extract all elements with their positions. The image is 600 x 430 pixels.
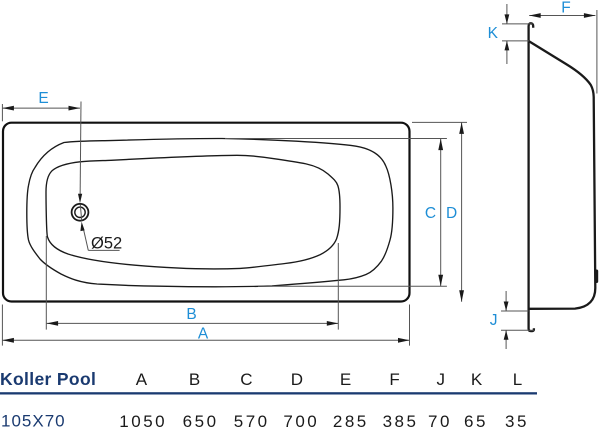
svg-text:L: L xyxy=(513,370,522,389)
svg-text:F: F xyxy=(561,0,570,17)
svg-text:385: 385 xyxy=(383,412,419,430)
svg-text:J: J xyxy=(490,312,498,329)
svg-text:E: E xyxy=(340,370,351,389)
svg-text:70: 70 xyxy=(428,412,452,430)
svg-text:A: A xyxy=(198,326,209,343)
svg-text:C: C xyxy=(425,205,436,222)
svg-text:650: 650 xyxy=(183,412,219,430)
svg-text:K: K xyxy=(471,370,483,389)
svg-text:285: 285 xyxy=(333,412,369,430)
svg-text:F: F xyxy=(389,370,399,389)
svg-text:700: 700 xyxy=(283,412,319,430)
svg-text:1050: 1050 xyxy=(119,412,167,430)
svg-text:K: K xyxy=(488,25,499,42)
svg-text:65: 65 xyxy=(464,412,488,430)
svg-text:570: 570 xyxy=(234,412,270,430)
svg-text:C: C xyxy=(240,370,252,389)
svg-text:A: A xyxy=(136,370,148,389)
svg-text:E: E xyxy=(38,90,48,107)
svg-text:105X70: 105X70 xyxy=(1,412,66,430)
svg-text:B: B xyxy=(189,370,200,389)
svg-text:J: J xyxy=(436,370,445,389)
svg-text:Ø52: Ø52 xyxy=(91,234,122,252)
svg-text:35: 35 xyxy=(505,412,529,430)
svg-text:D: D xyxy=(446,205,457,222)
svg-text:B: B xyxy=(186,306,196,323)
svg-text:Koller Pool: Koller Pool xyxy=(0,369,96,389)
svg-text:D: D xyxy=(291,370,303,389)
